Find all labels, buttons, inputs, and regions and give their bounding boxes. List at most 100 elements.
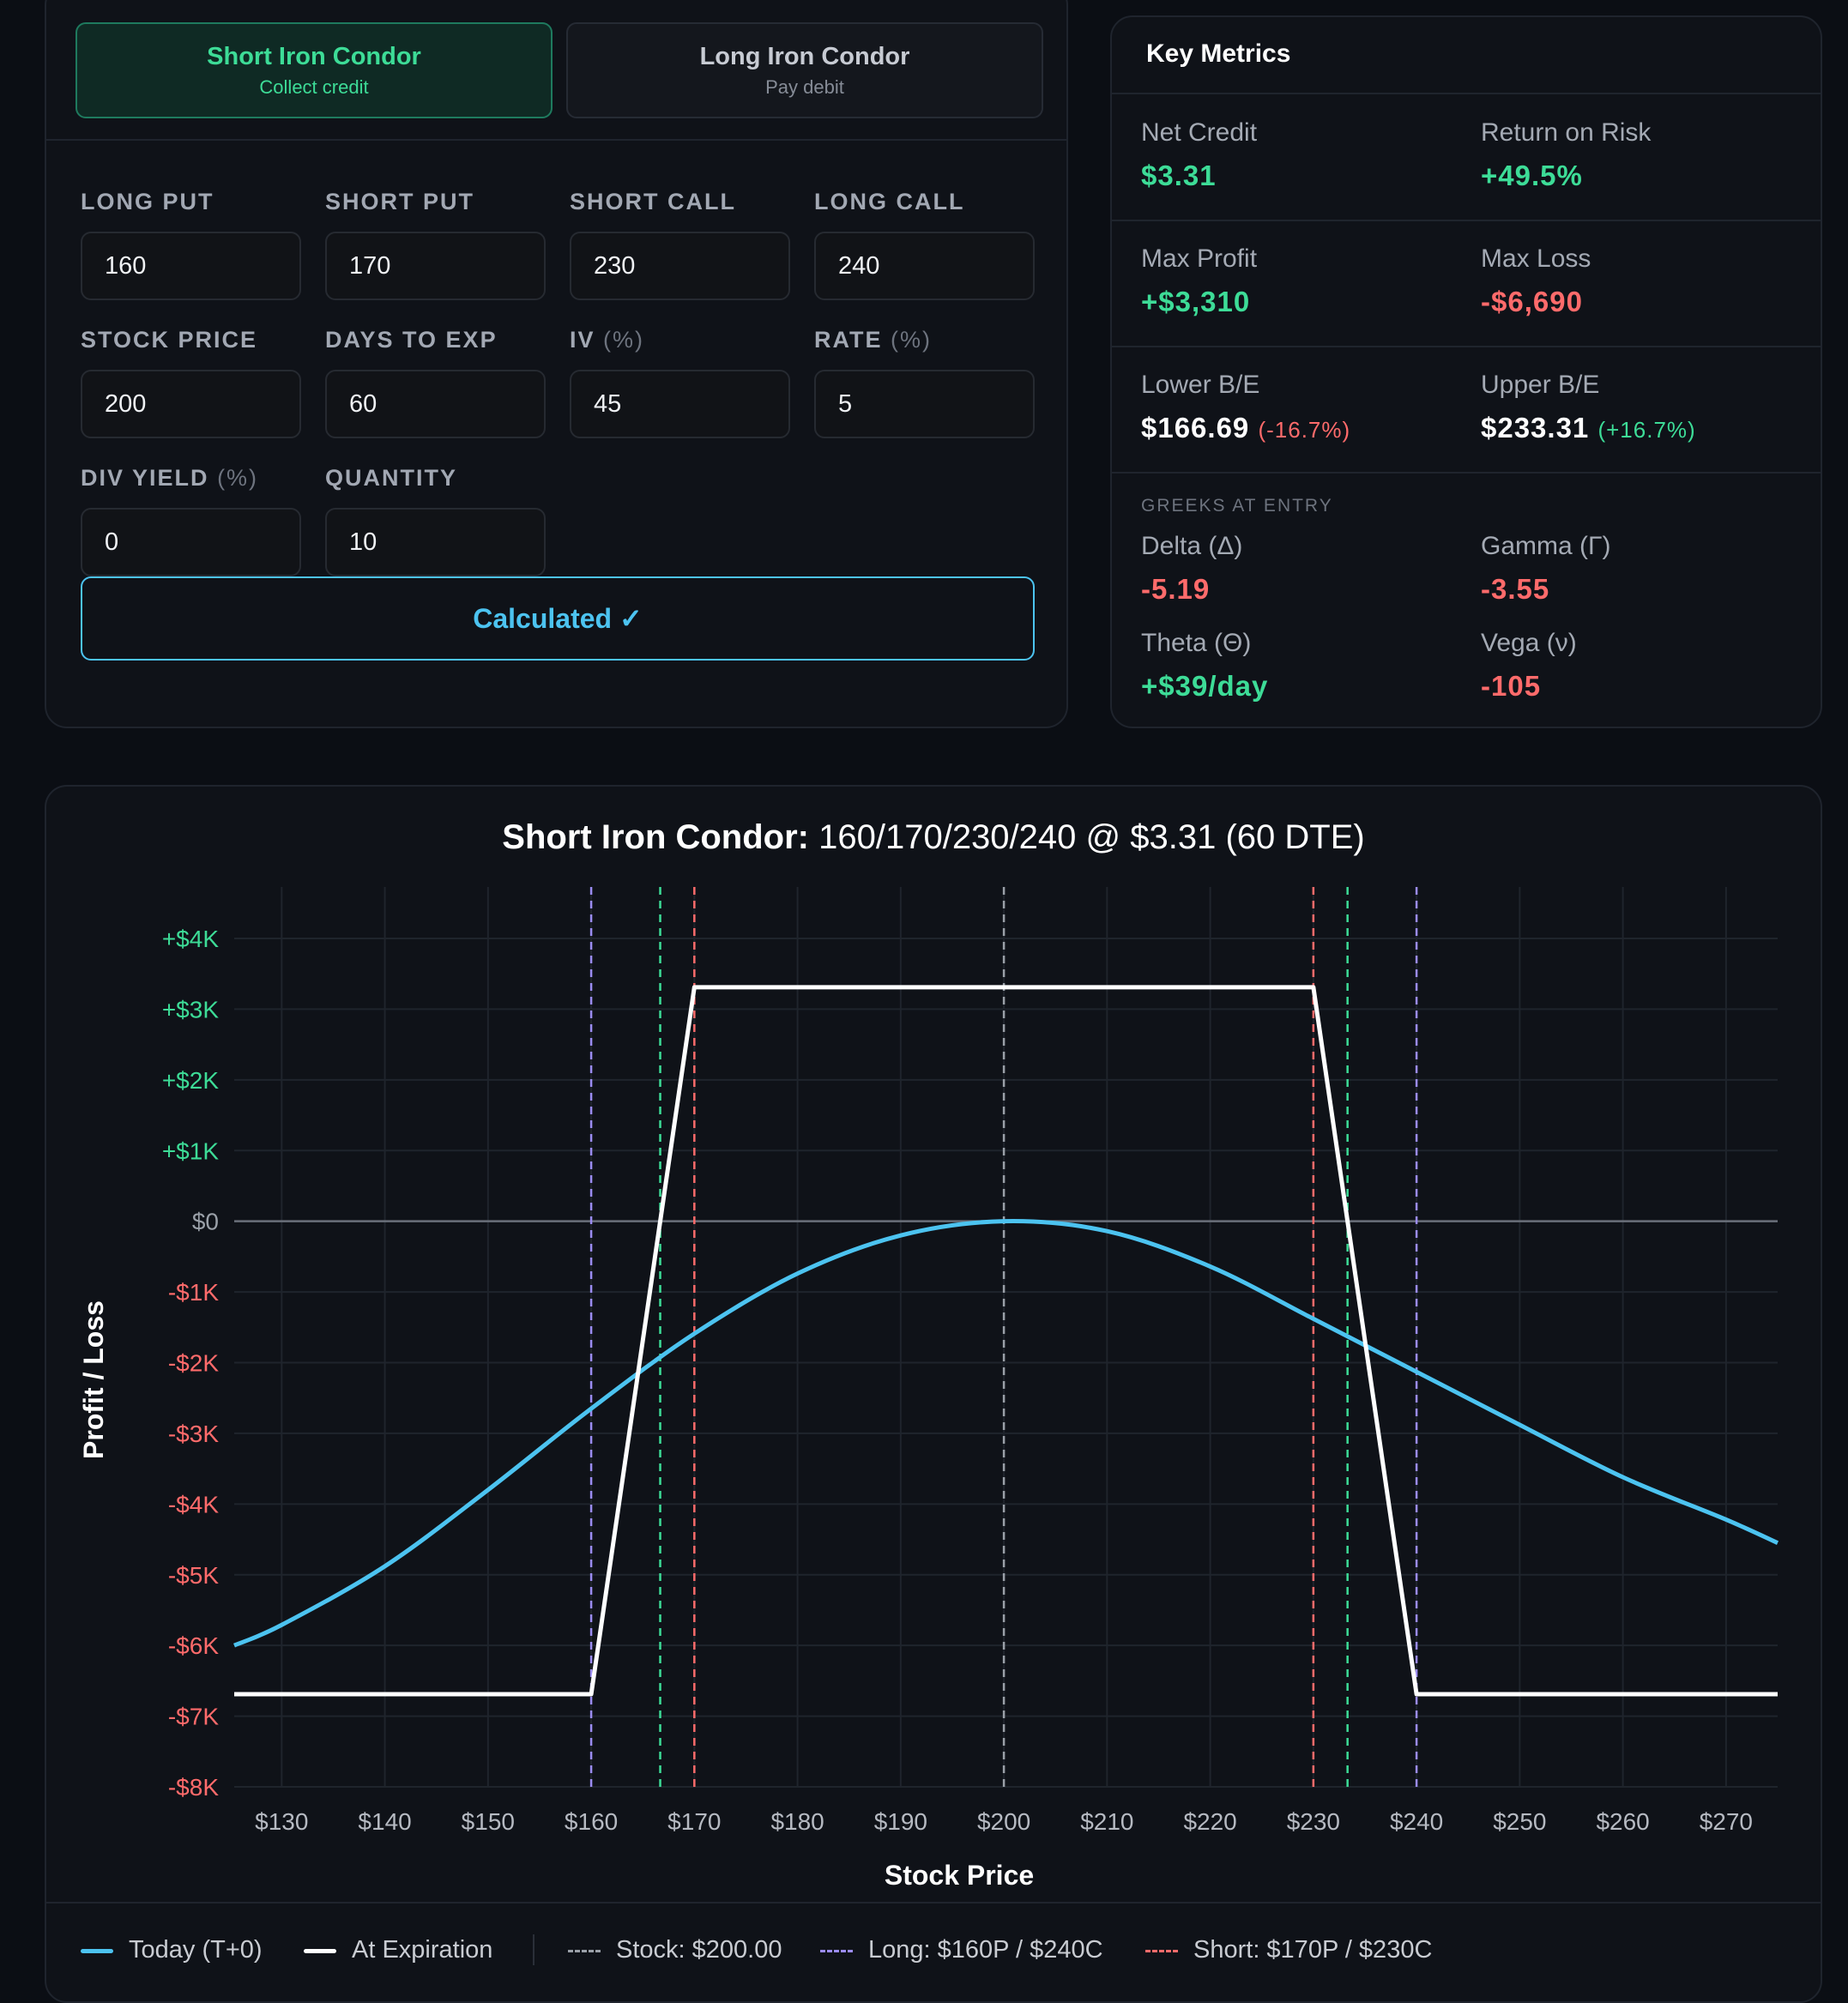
max-profit-value: +$3,310 xyxy=(1141,286,1251,317)
vega-value: -105 xyxy=(1481,670,1542,702)
metrics-divider xyxy=(1112,472,1821,474)
iv-label: IV (%) xyxy=(570,327,644,353)
legend-label: At Expiration xyxy=(352,1936,493,1964)
y-tick-label: -$5K xyxy=(168,1562,219,1589)
lower-be-pct: (-16.7%) xyxy=(1258,417,1351,443)
rate-label-text: RATE xyxy=(814,327,883,353)
iv-label-text: IV xyxy=(570,327,595,353)
quantity-input[interactable]: 10 xyxy=(325,508,546,576)
x-tick-label: $230 xyxy=(1287,1808,1340,1835)
return-on-risk-label: Return on Risk xyxy=(1481,118,1652,147)
y-tick-label: +$1K xyxy=(162,1137,219,1164)
y-tick-label: -$4K xyxy=(168,1491,219,1517)
x-tick-label: $170 xyxy=(667,1808,721,1835)
x-tick-label: $180 xyxy=(770,1808,824,1835)
calculate-button[interactable]: Calculated ✓ xyxy=(81,576,1035,661)
gamma-value: -3.55 xyxy=(1481,573,1550,605)
div-yield-input[interactable]: 0 xyxy=(81,508,301,576)
days-to-exp-input[interactable]: 60 xyxy=(325,370,546,438)
upper-be-price: $233.31 xyxy=(1481,412,1590,443)
long-put-input[interactable]: 160 xyxy=(81,232,301,300)
tab-long-subtitle: Pay debit xyxy=(765,76,844,98)
chart-title-strategy: Short Iron Condor: xyxy=(502,818,818,856)
legend-swatch xyxy=(1145,1949,1178,1952)
rate-unit: (%) xyxy=(891,327,933,353)
payoff-chart: Short Iron Condor: 160/170/230/240 @ $3.… xyxy=(78,818,1779,1891)
key-metrics-panel: Key Metrics Net Credit $3.31 Return on R… xyxy=(1110,15,1822,728)
metrics-title: Key Metrics xyxy=(1146,39,1291,68)
lower-be-price: $166.69 xyxy=(1141,412,1250,443)
panel-divider xyxy=(46,139,1066,141)
legend-label: Today (T+0) xyxy=(129,1936,263,1964)
y-tick-label: +$4K xyxy=(162,926,219,952)
return-on-risk-value: +49.5% xyxy=(1481,160,1583,191)
delta-value: -5.19 xyxy=(1141,573,1211,605)
greeks-caption: GREEKS AT ENTRY xyxy=(1141,496,1333,516)
legend-today: Today (T+0) xyxy=(81,1936,263,1964)
x-tick-label: $150 xyxy=(462,1808,515,1835)
div-yield-unit: (%) xyxy=(217,465,259,491)
short-put-label: SHORT PUT xyxy=(325,189,475,214)
legend-swatch xyxy=(568,1949,601,1952)
short-put-input[interactable]: 170 xyxy=(325,232,546,300)
legend-short: Short: $170P / $230C xyxy=(1145,1936,1432,1964)
long-call-label: LONG CALL xyxy=(814,189,965,214)
x-tick-label: $250 xyxy=(1493,1808,1546,1835)
x-tick-label: $130 xyxy=(255,1808,308,1835)
legend-label: Short: $170P / $230C xyxy=(1193,1936,1433,1964)
metrics-divider xyxy=(1112,346,1821,347)
tab-short-iron-condor[interactable]: Short Iron Condor Collect credit xyxy=(75,22,553,118)
rate-input[interactable]: 5 xyxy=(814,370,1035,438)
y-tick-label: -$7K xyxy=(168,1704,219,1730)
tab-short-title: Short Iron Condor xyxy=(207,43,421,70)
x-tick-label: $220 xyxy=(1183,1808,1236,1835)
iv-input[interactable]: 45 xyxy=(570,370,790,438)
stock-price-input[interactable]: 200 xyxy=(81,370,301,438)
y-tick-label: +$2K xyxy=(162,1067,219,1094)
theta-label: Theta (Θ) xyxy=(1141,629,1252,657)
upper-be-label: Upper B/E xyxy=(1481,371,1600,399)
x-tick-label: $210 xyxy=(1080,1808,1133,1835)
x-tick-label: $190 xyxy=(874,1808,927,1835)
y-tick-label: -$2K xyxy=(168,1350,219,1377)
legend-divider xyxy=(46,1902,1821,1903)
tab-long-title: Long Iron Condor xyxy=(699,43,910,70)
max-loss-value: -$6,690 xyxy=(1481,286,1583,317)
legend-stock: Stock: $200.00 xyxy=(568,1936,782,1964)
metrics-divider xyxy=(1112,220,1821,221)
legend-expiration: At Expiration xyxy=(304,1936,492,1964)
rate-label: RATE (%) xyxy=(814,327,932,353)
legend-long: Long: $160P / $240C xyxy=(820,1936,1103,1964)
y-tick-label: -$8K xyxy=(168,1774,219,1801)
long-call-input[interactable]: 240 xyxy=(814,232,1035,300)
quantity-label: QUANTITY xyxy=(325,465,457,491)
short-call-label: SHORT CALL xyxy=(570,189,736,214)
long-put-label: LONG PUT xyxy=(81,189,214,214)
series-today-line xyxy=(233,1219,1779,1648)
net-credit-value: $3.31 xyxy=(1141,160,1217,191)
max-loss-label: Max Loss xyxy=(1481,244,1591,273)
chart-title: Short Iron Condor: 160/170/230/240 @ $3.… xyxy=(502,818,1364,856)
legend-swatch xyxy=(81,1948,113,1953)
upper-be-pct: (+16.7%) xyxy=(1597,417,1696,443)
y-axis-label: Profit / Loss xyxy=(78,1300,109,1459)
series-expiration-line xyxy=(234,985,1778,1697)
legend-label: Stock: $200.00 xyxy=(616,1936,782,1964)
x-tick-label: $140 xyxy=(358,1808,411,1835)
x-tick-label: $200 xyxy=(977,1808,1030,1835)
lower-be-value: $166.69 (-16.7%) xyxy=(1141,412,1350,444)
net-credit-label: Net Credit xyxy=(1141,118,1258,147)
iv-unit: (%) xyxy=(603,327,645,353)
days-to-exp-label: DAYS TO EXP xyxy=(325,327,498,353)
delta-label: Delta (Δ) xyxy=(1141,532,1243,560)
y-tick-label: -$1K xyxy=(168,1279,219,1306)
tab-long-iron-condor[interactable]: Long Iron Condor Pay debit xyxy=(566,22,1043,118)
y-tick-label: -$6K xyxy=(168,1632,219,1659)
theta-value: +$39/day xyxy=(1141,670,1269,702)
chart-title-detail: 160/170/230/240 @ $3.31 (60 DTE) xyxy=(818,818,1365,856)
short-call-input[interactable]: 230 xyxy=(570,232,790,300)
div-yield-label: DIV YIELD (%) xyxy=(81,465,258,492)
stock-price-label: STOCK PRICE xyxy=(81,327,258,353)
metrics-divider xyxy=(1112,93,1821,94)
x-tick-label: $270 xyxy=(1700,1808,1753,1835)
